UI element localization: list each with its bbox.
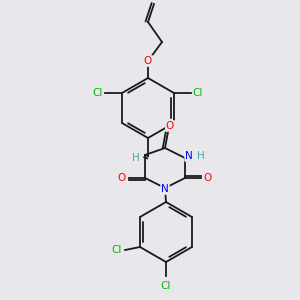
- Text: Cl: Cl: [93, 88, 103, 98]
- Text: O: O: [118, 173, 126, 183]
- Text: O: O: [204, 173, 212, 183]
- Text: Cl: Cl: [193, 88, 203, 98]
- Text: Cl: Cl: [112, 245, 122, 255]
- Text: N: N: [161, 184, 169, 194]
- Text: Cl: Cl: [161, 281, 171, 291]
- Text: O: O: [166, 121, 174, 131]
- Text: N: N: [185, 151, 193, 161]
- Text: H: H: [132, 153, 140, 163]
- Text: H: H: [197, 151, 205, 161]
- Text: O: O: [144, 56, 152, 66]
